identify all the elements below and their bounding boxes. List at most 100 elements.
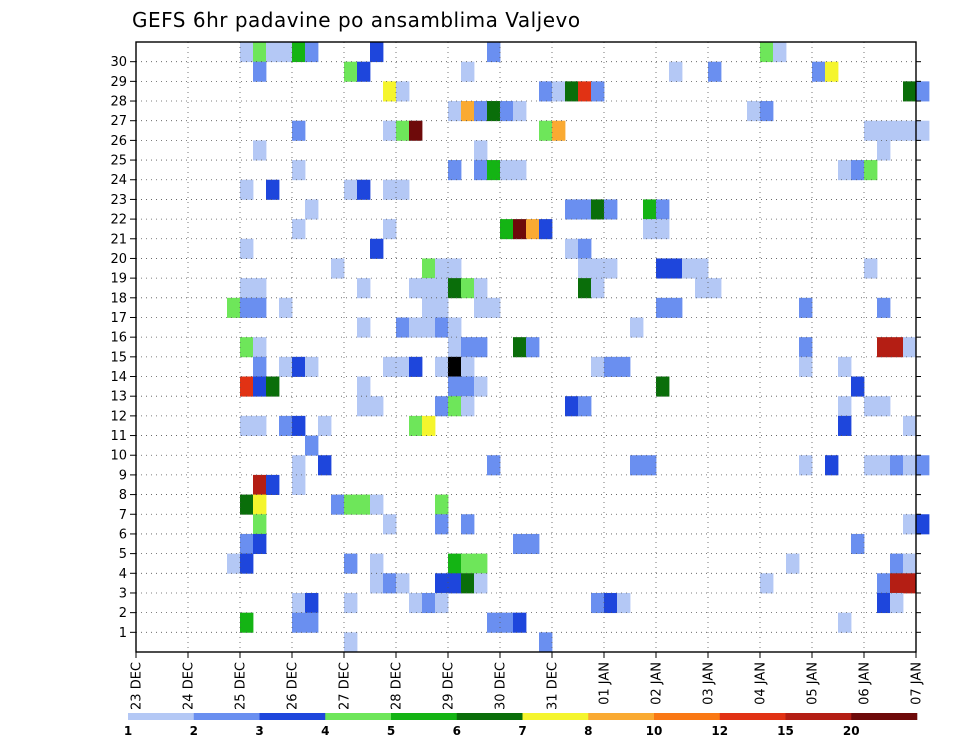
data-cell — [266, 42, 280, 63]
data-cell — [448, 258, 462, 279]
data-cell — [669, 258, 683, 279]
y-tick-label: 26 — [110, 134, 127, 149]
y-tick-label: 8 — [119, 488, 127, 503]
data-cell — [578, 199, 592, 220]
data-cell — [227, 297, 241, 318]
data-cell — [292, 612, 306, 633]
data-cell — [422, 317, 436, 338]
y-tick-label: 13 — [110, 390, 127, 405]
data-cell — [552, 120, 566, 141]
y-tick-label: 23 — [110, 193, 127, 208]
y-tick-label: 14 — [110, 370, 127, 385]
data-cell — [799, 356, 813, 377]
data-cell — [864, 160, 878, 181]
data-cell — [591, 278, 605, 299]
data-cell — [435, 356, 449, 377]
data-cell — [604, 258, 618, 279]
data-cell — [240, 238, 254, 259]
colorbar-swatch — [588, 713, 655, 720]
data-cell — [591, 356, 605, 377]
colorbar-swatch — [259, 713, 326, 720]
data-cell — [474, 297, 488, 318]
data-cell — [591, 199, 605, 220]
data-cell — [487, 612, 501, 633]
data-cell — [240, 42, 254, 63]
data-cell — [539, 81, 553, 102]
data-cell — [838, 160, 852, 181]
data-cell — [604, 199, 618, 220]
y-tick-label: 1 — [119, 626, 127, 641]
data-cell — [305, 356, 319, 377]
data-cell — [877, 455, 891, 476]
data-cell — [461, 61, 475, 82]
data-cell — [448, 317, 462, 338]
data-cell — [305, 612, 319, 633]
data-cell — [617, 592, 631, 614]
data-cell — [851, 160, 865, 181]
chart-title: GEFS 6hr padavine po ansamblima Valjevo — [132, 8, 581, 32]
y-tick-label: 10 — [110, 449, 127, 464]
data-cell — [903, 553, 917, 574]
data-cell — [669, 297, 683, 318]
y-tick-label: 21 — [110, 232, 127, 247]
data-cell — [656, 258, 670, 279]
y-tick-label: 16 — [110, 331, 127, 346]
data-cell — [318, 455, 332, 476]
data-cell — [383, 573, 397, 594]
colorbar-swatch — [719, 713, 786, 720]
data-cell — [877, 297, 891, 318]
x-tick-label: 25 DEC — [234, 662, 249, 710]
data-cell — [643, 199, 657, 220]
data-cell — [435, 514, 449, 535]
data-cell — [383, 81, 397, 102]
data-cell — [565, 238, 579, 259]
x-tick-label: 26 DEC — [286, 662, 301, 710]
data-cell — [552, 81, 566, 102]
data-cell — [448, 278, 462, 299]
data-cell — [240, 553, 254, 574]
data-cell — [890, 573, 904, 594]
x-tick-label: 28 DEC — [390, 662, 405, 710]
x-tick-label: 01 JAN — [598, 662, 613, 705]
data-cell — [383, 120, 397, 141]
data-cell — [344, 592, 358, 614]
y-tick-label: 5 — [119, 547, 127, 562]
data-cell — [422, 258, 436, 279]
plot-axes — [135, 41, 917, 653]
data-cell — [474, 160, 488, 181]
data-cell — [279, 415, 293, 436]
data-cell — [630, 317, 644, 338]
y-tick-label: 19 — [110, 272, 127, 287]
data-cell — [357, 61, 371, 82]
data-cell — [435, 494, 449, 515]
data-cell — [240, 179, 254, 200]
data-cell — [292, 120, 306, 141]
data-cell — [591, 258, 605, 279]
data-cell — [448, 356, 462, 377]
data-cell — [630, 455, 644, 476]
data-cell — [448, 337, 462, 358]
data-cell — [487, 455, 501, 476]
colorbar-label: 4 — [321, 724, 329, 738]
data-cell — [539, 632, 553, 653]
data-cell — [448, 553, 462, 574]
data-cell — [474, 140, 488, 161]
data-cell — [266, 376, 280, 397]
data-cell — [565, 199, 579, 220]
data-cell — [240, 297, 254, 318]
colorbar-swatch — [522, 713, 589, 720]
data-cell — [500, 612, 514, 633]
data-cell — [513, 219, 527, 240]
data-cell — [513, 612, 527, 633]
data-cell — [461, 514, 475, 535]
data-cell — [253, 337, 267, 358]
data-cell — [318, 415, 332, 436]
y-tick-label: 30 — [110, 55, 127, 70]
data-cell — [448, 573, 462, 594]
data-cell — [838, 612, 852, 633]
data-cell — [890, 337, 904, 358]
data-cell — [799, 337, 813, 358]
data-cell — [357, 376, 371, 397]
data-cell — [344, 179, 358, 200]
data-cell — [747, 101, 761, 122]
